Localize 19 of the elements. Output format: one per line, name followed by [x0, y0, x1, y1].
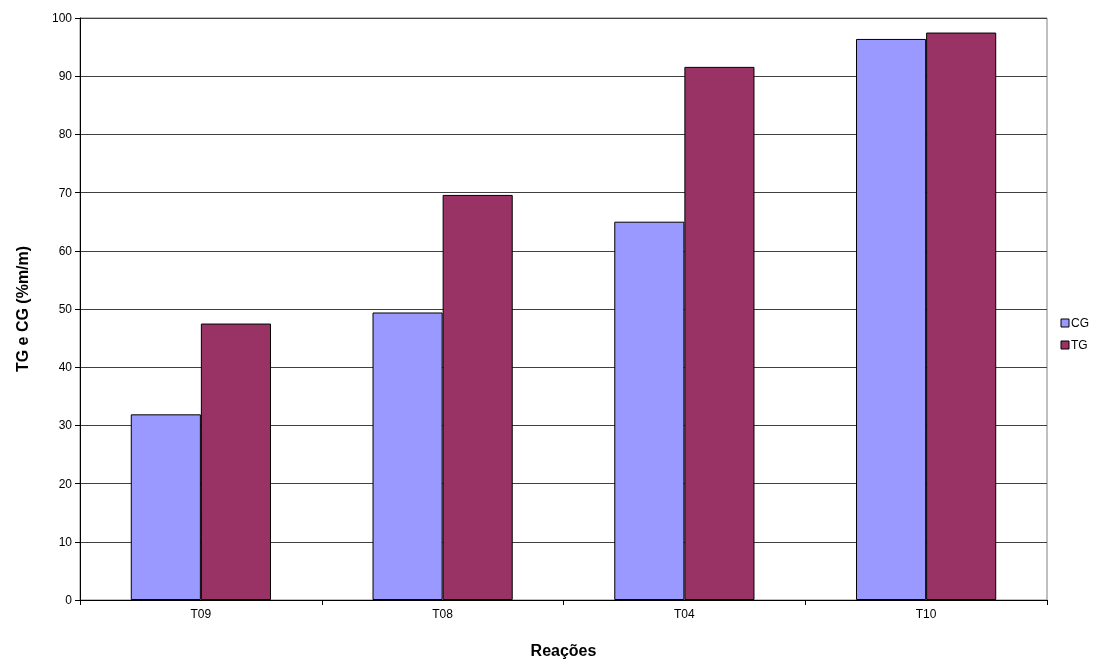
- y-tick-label: 50: [58, 302, 73, 316]
- x-axis-title: Reações: [530, 641, 597, 659]
- y-tick-label: 90: [58, 69, 73, 84]
- y-tick-label: 30: [58, 418, 73, 433]
- y-tick-label: 70: [58, 185, 73, 200]
- y-tick-label: 40: [58, 360, 73, 375]
- y-axis-title: TG e CG (%m/m): [13, 245, 31, 373]
- x-tick-label: T09: [190, 607, 212, 621]
- y-tick-label: 10: [58, 534, 73, 549]
- y-tick-label: 80: [58, 127, 73, 142]
- legend-label: CG: [1071, 316, 1089, 330]
- x-tick-label: T04: [674, 607, 696, 621]
- legend-label: TG: [1071, 338, 1088, 352]
- x-tick-label: T08: [432, 607, 454, 621]
- x-tick-label: T10: [915, 607, 937, 621]
- y-tick-label: 20: [58, 476, 73, 491]
- y-tick-label: 0: [65, 593, 73, 607]
- y-tick-label: 60: [58, 243, 73, 258]
- y-tick-label: 100: [51, 11, 73, 25]
